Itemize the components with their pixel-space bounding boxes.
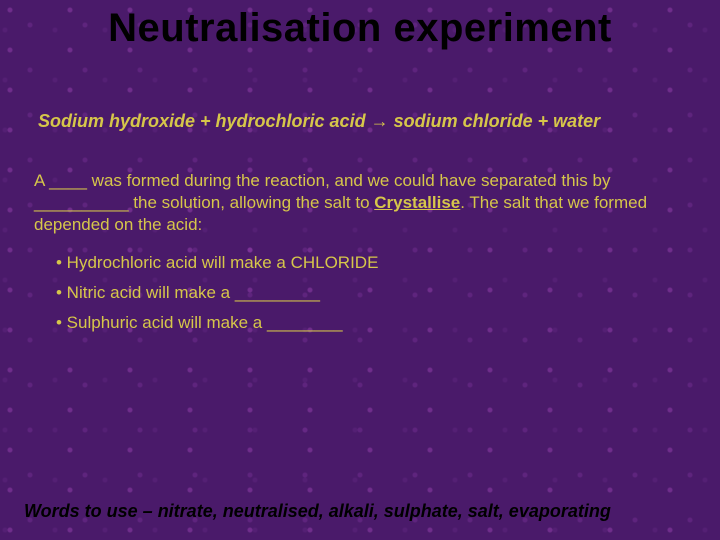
word-bank: Words to use – nitrate, neutralised, alk…	[24, 501, 611, 522]
bullet-sulphuric: • Sulphuric acid will make a ________	[56, 313, 720, 333]
explanation-paragraph: A ____ was formed during the reaction, a…	[34, 170, 686, 235]
crystallise-word: Crystallise	[374, 193, 460, 212]
slide-title: Neutralisation experiment	[0, 0, 720, 51]
acid-bullets: • Hydrochloric acid will make a CHLORIDE…	[56, 253, 720, 333]
reaction-equation: Sodium hydroxide + hydrochloric acid → s…	[38, 111, 720, 132]
bullet-hydrochloric: • Hydrochloric acid will make a CHLORIDE	[56, 253, 720, 273]
bullet-nitric: • Nitric acid will make a _________	[56, 283, 720, 303]
